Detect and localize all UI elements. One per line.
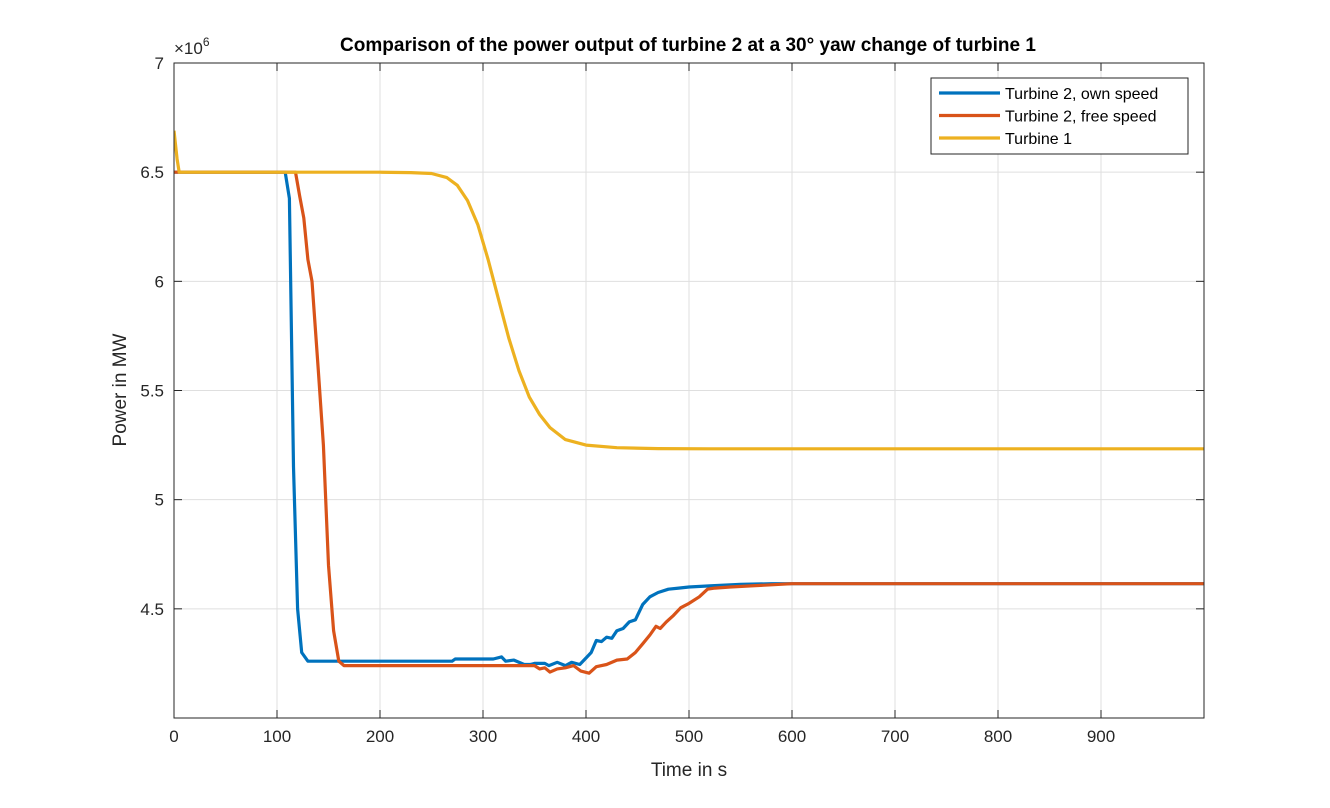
- y-tick-label: 5: [155, 491, 164, 510]
- x-tick-label: 400: [572, 727, 600, 746]
- legend-entry: Turbine 1: [1005, 131, 1072, 148]
- x-tick-label: 600: [778, 727, 806, 746]
- series-group: [174, 130, 1204, 675]
- series-line-1: [174, 170, 1204, 668]
- chart-title: Comparison of the power output of turbin…: [340, 35, 1036, 56]
- y-tick-labels: 4.5 5 5.5 6 6.5 7: [140, 54, 164, 619]
- x-tick-label: 500: [675, 727, 703, 746]
- y-multiplier: ×106: [174, 35, 210, 58]
- plot-frame: [173, 62, 1205, 719]
- x-tick-label: 0: [169, 727, 178, 746]
- x-axis-label: Time in s: [651, 760, 727, 781]
- y-tick-label: 4.5: [140, 600, 164, 619]
- series-line-3: [174, 130, 1204, 451]
- x-tick-label: 300: [469, 727, 497, 746]
- x-tick-label: 900: [1087, 727, 1115, 746]
- y-tick-label: 7: [155, 54, 164, 73]
- legend: Turbine 2, own speed Turbine 2, free spee…: [930, 77, 1189, 155]
- y-axis-label: Power in MW: [110, 333, 131, 446]
- x-tick-label: 800: [984, 727, 1012, 746]
- y-tick-label: 5.5: [140, 382, 164, 401]
- x-tick-label: 100: [263, 727, 291, 746]
- x-tick-label: 700: [881, 727, 909, 746]
- legend-entry: Turbine 2, own speed: [1005, 86, 1158, 103]
- y-tick-label: 6: [155, 272, 164, 291]
- y-multiplier-exponent: 6: [203, 35, 210, 49]
- y-tick-label: 6.5: [140, 163, 164, 182]
- x-tick-labels: 0 100 200 300 400 500 600 700 800 900: [169, 727, 1115, 746]
- series-line-2: [174, 170, 1204, 675]
- x-tick-label: 200: [366, 727, 394, 746]
- legend-entry: Turbine 2, free speed: [1005, 109, 1157, 126]
- grid: [174, 63, 1204, 718]
